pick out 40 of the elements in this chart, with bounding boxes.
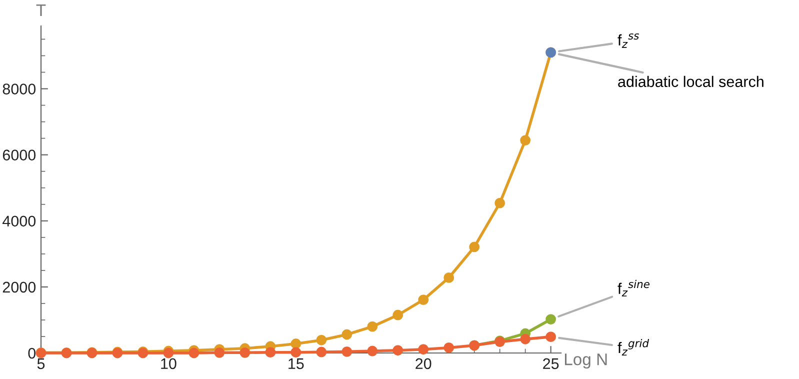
y-tick-label: 6000 bbox=[2, 150, 36, 161]
text: f$_{z}$$^{sine}$ bbox=[618, 280, 650, 296]
point bbox=[188, 348, 200, 358]
point bbox=[392, 345, 404, 356]
point bbox=[342, 346, 352, 357]
x-tick-label: 15 bbox=[288, 358, 304, 370]
x-tick-label: 10 bbox=[161, 358, 176, 370]
point bbox=[316, 346, 327, 358]
point bbox=[520, 334, 531, 344]
point bbox=[240, 347, 250, 358]
point bbox=[418, 294, 429, 306]
y-axis-title: T bbox=[36, 4, 46, 16]
y-tick-label: 2000 bbox=[2, 282, 36, 293]
point bbox=[290, 347, 302, 358]
point bbox=[316, 334, 327, 346]
point bbox=[546, 314, 556, 325]
point bbox=[342, 329, 352, 340]
point bbox=[367, 321, 378, 332]
x-axis-title: Log N bbox=[564, 354, 607, 369]
point bbox=[444, 342, 454, 353]
y-tick-label: 4000 bbox=[2, 216, 36, 227]
text: f$_{z}$$^{ss}$ bbox=[618, 33, 639, 48]
point bbox=[469, 242, 480, 252]
x-tick-label: 5 bbox=[37, 358, 45, 370]
point bbox=[392, 310, 404, 320]
point bbox=[290, 338, 302, 349]
text: adiabatic local search bbox=[618, 76, 764, 88]
y-tick-label: 0 bbox=[28, 348, 36, 359]
x-tick-label: 20 bbox=[416, 358, 432, 370]
point bbox=[444, 272, 454, 283]
x-tick-label: 25 bbox=[543, 358, 559, 370]
point bbox=[214, 347, 225, 358]
y-tick-label: 8000 bbox=[2, 84, 36, 94]
point bbox=[418, 344, 429, 355]
point bbox=[265, 347, 276, 358]
text: f$_{z}$$^{grid}$ bbox=[618, 339, 650, 356]
point bbox=[367, 346, 378, 356]
point bbox=[494, 198, 506, 208]
point bbox=[520, 135, 531, 146]
point bbox=[546, 332, 556, 342]
